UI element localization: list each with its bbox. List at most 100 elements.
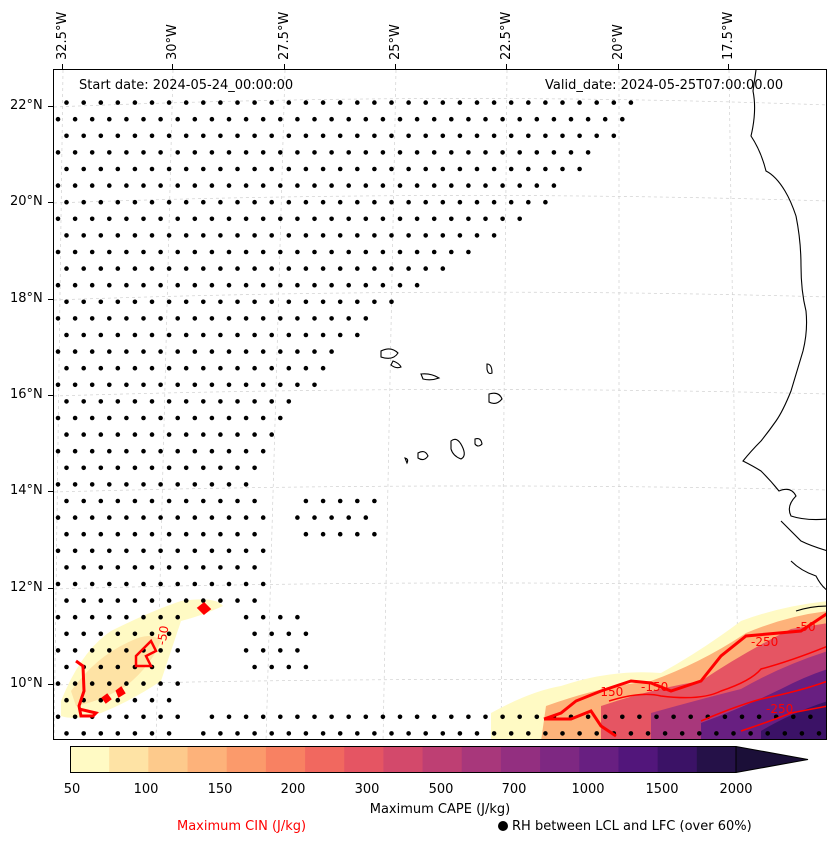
rh-dot [115,399,121,404]
rh-dot [72,515,78,520]
map-panel[interactable]: -50 -50 -150 -250 -250 -150 [53,69,827,740]
colorbar-block [148,746,188,773]
rh-dot [226,249,232,255]
rh-dot [491,100,497,105]
rh-dot [226,316,232,321]
rh-dot [260,249,266,255]
rh-dot [577,731,582,736]
rh-dot [517,183,522,188]
rh-dot [183,233,189,238]
rh-dot [166,432,172,437]
rh-dot [320,365,326,371]
rh-dot [72,581,78,587]
rh-dot [132,233,138,238]
rh-dot [320,332,326,338]
rh-dot [141,614,146,620]
rh-dot [55,249,61,255]
rh-dot [329,316,334,321]
rh-dot [64,432,69,437]
rh-dot [98,498,104,504]
rh-dot [543,731,548,736]
rh-dot [329,150,334,155]
rh-dot [466,150,471,155]
rh-dot [534,183,540,188]
rh-dot [363,515,369,520]
rh-dot [98,299,104,305]
rh-dot [423,166,429,172]
rh-dot [89,216,95,222]
rh-dot [107,648,112,653]
rh-dot [337,266,343,271]
rh-dot [260,316,266,321]
colorbar-block [422,746,463,773]
rh-dot [183,432,189,437]
rh-dot [457,233,463,238]
rh-dot [149,233,155,238]
rh-dot [739,714,745,720]
rh-dot [346,515,352,520]
rh-dot [303,365,309,371]
rh-dot [389,100,394,105]
rh-dot [132,166,138,172]
rh-dot [132,266,138,271]
lat-tick [48,491,53,492]
rh-dot [320,133,326,139]
rh-dot [166,664,172,670]
rh-dot [431,183,437,188]
rh-dot [89,614,95,620]
rh-dot [337,133,343,139]
rh-dot [149,100,155,105]
rh-dot [64,731,69,736]
lon-label-17.5w: 17.5°W [721,11,736,60]
rh-dot [269,199,275,205]
rh-dot [166,166,172,172]
rh-dot [483,216,488,222]
rh-dot [124,249,129,255]
rh-dot [158,482,163,487]
rh-dot [252,199,257,205]
rh-dot [483,183,488,188]
rh-dot [98,166,104,172]
rh-dot [226,482,232,487]
rh-dot [218,199,223,205]
rh-dot [158,249,163,255]
rh-dot [303,531,309,537]
rh-dot [389,199,394,205]
rh-dot [201,332,206,338]
rh-dot [252,432,257,437]
rh-dot [132,432,138,437]
rh-dot [320,731,326,736]
lon-tick [728,64,729,69]
rh-dot [517,714,522,720]
rh-dot [594,133,599,139]
rh-dot [363,714,369,720]
rh-dot [183,498,189,504]
rh-dot [269,332,275,338]
rh-dot [175,581,180,587]
rh-dot [89,648,95,653]
colorbar-block [657,746,698,773]
rh-dot [491,233,497,238]
rh-dot [107,183,112,188]
rh-dot [517,216,522,222]
rh-dot [107,448,112,454]
rh-dot [286,100,292,105]
rh-dot [346,282,352,288]
rh-dot [98,233,104,238]
rh-dot [389,233,394,238]
contour-label: -50 [796,620,816,634]
map-canvas[interactable]: -50 -50 -150 -250 -250 -150 [54,70,827,740]
rh-dot [346,714,352,720]
rh-dot [55,349,61,354]
rh-dot [72,614,78,620]
rh-dot [89,515,95,520]
rh-dot [124,614,129,620]
rh-dot [303,133,309,139]
rh-dot [235,432,240,437]
rh-dot [423,233,429,238]
rh-dot [64,199,69,205]
rh-dot [141,382,146,388]
rh-dot [124,648,129,653]
rh-dot [286,133,292,139]
rh-dot [183,598,189,603]
